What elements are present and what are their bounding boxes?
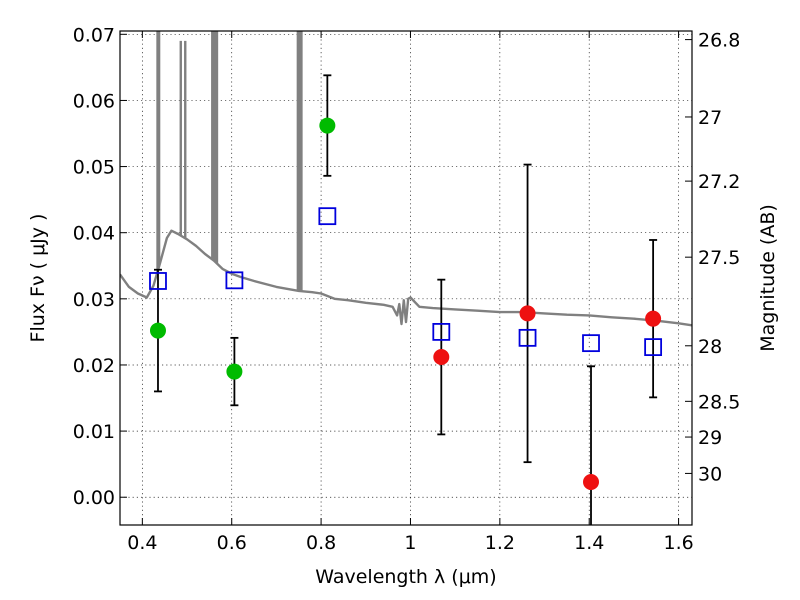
model-point (518, 328, 537, 347)
plot-area (120, 31, 692, 525)
plot-frame (119, 30, 693, 526)
y2-tick-label: 28.5 (698, 391, 740, 413)
y-tick-label: 0.07 (73, 24, 115, 46)
observed-point (583, 474, 600, 491)
model-point (225, 271, 244, 290)
x-axis-title: Wavelength λ (μm) (315, 566, 496, 588)
y-tick-label: 0.00 (73, 487, 115, 509)
y-tick-label: 0.02 (73, 355, 115, 377)
y2-axis-title: Magnitude (AB) (757, 204, 779, 352)
y-tick-label: 0.05 (73, 157, 115, 179)
y2-tick-label: 27 (698, 107, 722, 129)
observed-point (226, 363, 243, 380)
model-point (582, 334, 600, 353)
y2-tick-label: 28 (698, 336, 722, 358)
model-point (644, 338, 663, 357)
x-tick-label: 1.6 (663, 532, 693, 554)
observed-point (149, 322, 166, 339)
axes: 0.4 0.6 0.8 1 1.2 1.4 1.6 0.00 0.01 0.02 0.03 0.04 0… (73, 24, 741, 554)
y2-tick-label: 27.5 (698, 247, 740, 269)
observed-point (645, 310, 662, 327)
grid (120, 31, 692, 525)
x-tick-label: 1 (404, 532, 416, 554)
model-point (432, 322, 451, 341)
model-point (149, 272, 167, 290)
y-tick-label: 0.06 (73, 90, 115, 112)
x-tick-label: 0.4 (127, 532, 157, 554)
y-axis-title: Flux Fν ( μJy ) (27, 214, 49, 343)
observed-point (433, 349, 450, 366)
y-tick-label: 0.03 (73, 289, 115, 311)
x-tick-label: 1.4 (574, 532, 604, 554)
y2-tick-label: 27.2 (698, 171, 740, 193)
y2-tick-label: 30 (698, 463, 722, 485)
x-tick-label: 0.8 (306, 532, 336, 554)
y-tick-label: 0.04 (73, 223, 115, 245)
x-tick-label: 1.2 (485, 532, 515, 554)
observed-point (519, 305, 536, 322)
x-tick-label: 0.6 (217, 532, 247, 554)
model-point (318, 207, 337, 226)
observed-point (319, 117, 336, 134)
y-tick-label: 0.01 (73, 421, 115, 443)
y2-tick-label: 29 (698, 427, 722, 449)
y2-tick-label: 26.8 (698, 30, 740, 52)
